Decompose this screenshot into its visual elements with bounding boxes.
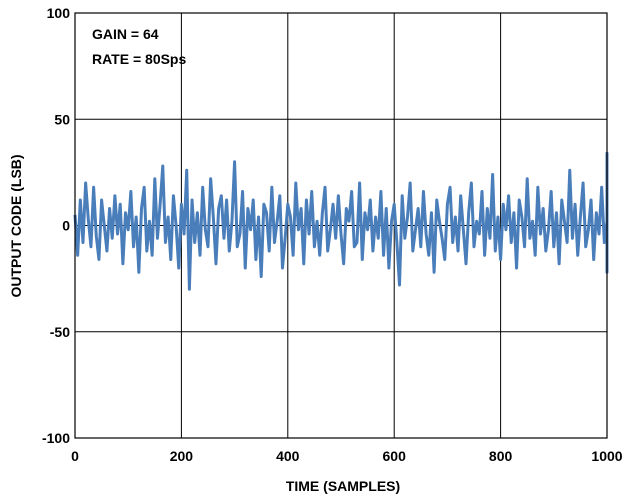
plot-frame bbox=[74, 12, 608, 439]
y-tick-label: -100 bbox=[42, 430, 70, 446]
x-axis-label: TIME (SAMPLES) bbox=[286, 478, 400, 494]
x-tick-label: 200 bbox=[170, 448, 194, 464]
x-tick-label: 0 bbox=[71, 448, 79, 464]
y-tick-label: 50 bbox=[54, 111, 70, 127]
x-tick-label: 800 bbox=[489, 448, 513, 464]
y-tick-label: 0 bbox=[62, 218, 70, 234]
x-tick-label: 400 bbox=[276, 448, 300, 464]
annotation-rate: RATE = 80Sps bbox=[92, 51, 186, 67]
annotation-gain: GAIN = 64 bbox=[92, 26, 159, 42]
y-axis-label: OUTPUT CODE (LSB) bbox=[8, 154, 24, 297]
y-tick-label: -50 bbox=[50, 324, 70, 340]
x-tick-label: 600 bbox=[383, 448, 407, 464]
series-line-0 bbox=[73, 151, 609, 291]
series-layer bbox=[73, 151, 609, 291]
y-tick-label: 100 bbox=[47, 5, 71, 21]
y-tick-labels: 100 50 0 -50 -100 bbox=[42, 5, 70, 446]
x-tick-label: 1000 bbox=[591, 448, 622, 464]
x-tick-labels: 0 200 400 600 800 1000 bbox=[71, 448, 623, 464]
